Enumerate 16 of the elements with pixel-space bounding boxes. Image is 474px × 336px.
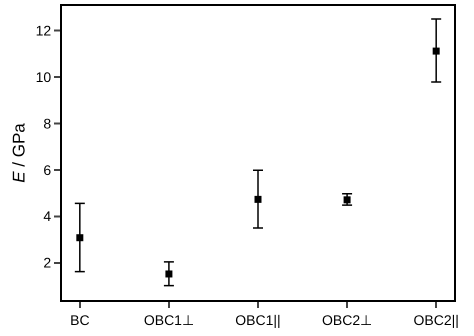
- y-tick-label: 6: [43, 162, 52, 178]
- y-tick-label: 4: [43, 208, 52, 224]
- x-tick-label: OBC2||: [413, 312, 459, 328]
- x-tick-label: OBC1||: [235, 312, 281, 328]
- point: [254, 196, 262, 203]
- point: [432, 48, 440, 55]
- x-tick-label: OBC2⊥: [322, 312, 372, 328]
- y-tick-label: 2: [43, 254, 52, 271]
- x-tick-label: BC: [70, 312, 90, 328]
- point: [165, 270, 172, 278]
- x-tick-label: OBC1⊥: [144, 312, 194, 328]
- y-axis-title: E / GPa: [10, 122, 29, 183]
- y-tick-label: 10: [36, 68, 52, 85]
- y-tick-label: 8: [43, 115, 52, 132]
- point: [76, 234, 84, 242]
- y-tick-label: 12: [36, 22, 52, 38]
